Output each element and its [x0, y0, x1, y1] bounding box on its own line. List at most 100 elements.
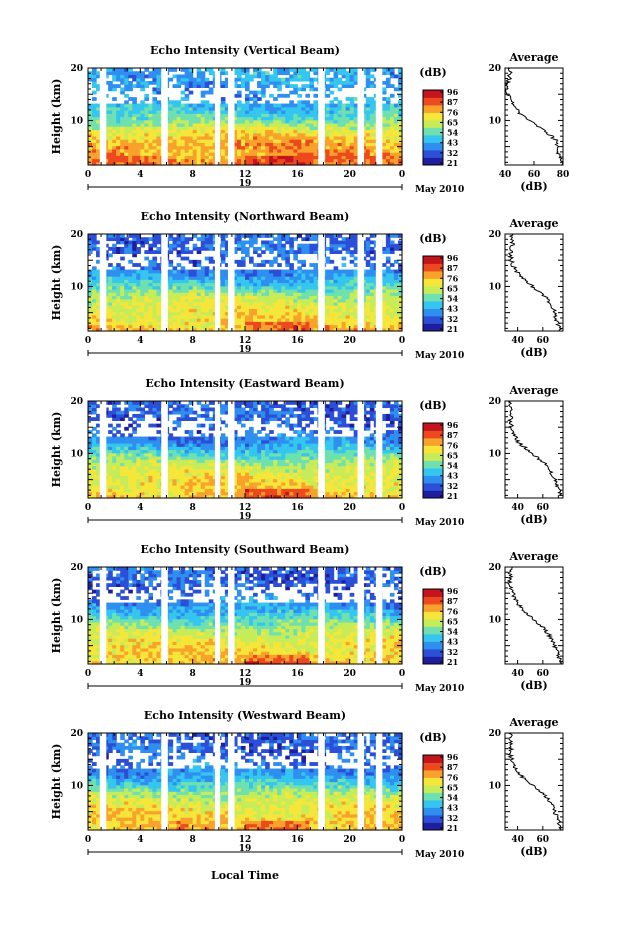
- x-tick-label: 0: [85, 835, 91, 845]
- colorbar-tick-label: 21: [447, 158, 458, 168]
- data-gap-1: [99, 401, 107, 498]
- colorbar-swatch: [423, 634, 443, 642]
- data-gap-5: [318, 567, 325, 664]
- data-gap-6: [357, 567, 365, 664]
- x-tick-label: 20: [343, 336, 356, 346]
- colorbar-swatch: [423, 762, 443, 771]
- heatmap-cells: [88, 733, 403, 831]
- average-title: Average: [508, 384, 558, 397]
- colorbar-tick-label: 21: [447, 324, 458, 334]
- colorbar-swatch: [423, 777, 443, 786]
- panel-title: Echo Intensity (Vertical Beam): [150, 44, 340, 57]
- average-y-tick-label: 10: [488, 116, 501, 126]
- colorbar-swatch: [423, 308, 443, 317]
- average-profile-line: [506, 400, 563, 499]
- colorbar-tick-label: 76: [447, 772, 459, 782]
- x-tick-label: 4: [137, 835, 143, 845]
- y-tick-label: 10: [70, 282, 83, 292]
- colorbar-swatch: [423, 301, 443, 309]
- colorbar-swatch: [423, 800, 443, 808]
- x-tick-label: 0: [399, 336, 405, 346]
- panel-5: Echo Intensity (Westward Beam)0 4 8 12 16 20 0…: [50, 709, 564, 860]
- x-tick-label: 16: [291, 503, 304, 513]
- x-axis: 0 4 8 12 16 20 0: [85, 733, 405, 845]
- y-axis-label: Height (km): [50, 412, 63, 488]
- average-frame: [504, 400, 564, 499]
- colorbar-tick-label: 96: [447, 87, 459, 97]
- data-gap-6: [357, 401, 365, 498]
- colorbar-frame: [422, 89, 444, 166]
- x-tick-label: 0: [399, 669, 405, 679]
- data-gap-5: [318, 68, 325, 165]
- colorbar-tick-label: 54: [447, 461, 459, 471]
- x-tick-label: 0: [399, 170, 405, 180]
- colorbar-tick-label: 32: [447, 148, 458, 158]
- data-gap-7: [375, 733, 383, 830]
- colorbar-tick-label: 54: [447, 627, 459, 637]
- colorbar-tick-label: 96: [447, 752, 459, 762]
- colorbar-tick-label: 76: [447, 107, 459, 117]
- date-label: May 2010: [415, 684, 464, 694]
- colorbar-swatch: [423, 475, 443, 484]
- data-gap-4: [227, 567, 235, 664]
- data-gap-2: [161, 68, 168, 165]
- colorbar-tick-label: 43: [447, 471, 459, 481]
- colorbar-tick-label: 65: [447, 616, 458, 626]
- colorbar-tick-label: 87: [447, 263, 458, 273]
- colorbar-swatch: [423, 135, 443, 143]
- x-tick-label: 0: [85, 503, 91, 513]
- average-profile-line: [507, 732, 562, 831]
- colorbar-tick-label: 65: [447, 450, 458, 460]
- colorbar-swatch: [423, 604, 443, 612]
- x-tick-label: 20: [343, 835, 356, 845]
- panel-1: Echo Intensity (Vertical Beam)0 4 8 12 16 20 0…: [50, 44, 569, 195]
- y-tick-label: 10: [70, 116, 83, 126]
- average-x-tick-label: 80: [557, 170, 570, 180]
- colorbar-frame: [422, 422, 444, 499]
- panel-2: Echo Intensity (Northward Beam) 0 4 8 12 16 20…: [50, 210, 564, 361]
- colorbar-tick-label: 76: [447, 606, 459, 616]
- panel-title: Echo Intensity (Eastward Beam): [145, 377, 344, 390]
- colorbar-swatch: [423, 263, 443, 272]
- colorbar-unit: (dB): [419, 66, 446, 79]
- y-tick-label: 20: [70, 64, 83, 74]
- colorbar-tick-label: 65: [447, 117, 458, 127]
- average-x-label: (dB): [520, 679, 547, 692]
- average-x-tick-label: 60: [537, 835, 550, 845]
- x-tick-label: 0: [85, 336, 91, 346]
- colorbar-tick-label: 87: [447, 430, 458, 440]
- day-label: 19: [239, 179, 252, 189]
- y-axis: 2010: [70, 563, 402, 662]
- average-frame: [504, 67, 564, 166]
- average-x-label: (dB): [520, 845, 547, 858]
- colorbar-tick-label: 32: [447, 813, 458, 823]
- y-axis-label: Height (km): [50, 578, 63, 654]
- data-gap-7: [375, 567, 383, 664]
- y-tick-label: 20: [70, 397, 83, 407]
- colorbar-tick-label: 87: [447, 596, 458, 606]
- y-tick-label: 20: [70, 729, 83, 739]
- day-label: 19: [239, 678, 252, 688]
- colorbar-swatch: [423, 323, 443, 332]
- x-tick-label: 12: [239, 835, 252, 845]
- colorbar-swatch: [423, 120, 443, 128]
- colorbar-swatch: [423, 792, 443, 801]
- average-x-tick-label: 60: [537, 336, 550, 346]
- average-profile: Average 20 10 40 60(dB): [488, 550, 564, 692]
- data-gap-4: [227, 401, 235, 498]
- y-tick-label: 20: [70, 230, 83, 240]
- average-x-tick-label: 40: [499, 170, 512, 180]
- panel-3: Echo Intensity (Eastward Beam)0 4 8 12 16 20 0…: [50, 377, 564, 528]
- colorbar-tick-label: 21: [447, 657, 458, 667]
- date-label: May 2010: [415, 518, 464, 528]
- average-x-label: (dB): [520, 346, 547, 359]
- data-gap-7: [375, 234, 383, 331]
- average-title: Average: [508, 550, 558, 563]
- date-label: May 2010: [415, 351, 464, 361]
- y-tick-label: 10: [70, 781, 83, 791]
- colorbar-swatch: [423, 127, 443, 136]
- colorbar-tick-label: 54: [447, 793, 459, 803]
- x-tick-label: 8: [190, 835, 196, 845]
- x-tick-label: 8: [190, 170, 196, 180]
